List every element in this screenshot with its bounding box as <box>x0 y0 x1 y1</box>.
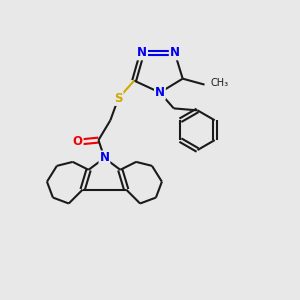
Text: O: O <box>73 135 83 148</box>
Text: N: N <box>137 46 147 59</box>
Text: N: N <box>99 152 110 164</box>
Text: N: N <box>170 46 180 59</box>
Text: CH₃: CH₃ <box>210 78 229 88</box>
Text: S: S <box>114 92 122 105</box>
Text: N: N <box>155 86 165 99</box>
